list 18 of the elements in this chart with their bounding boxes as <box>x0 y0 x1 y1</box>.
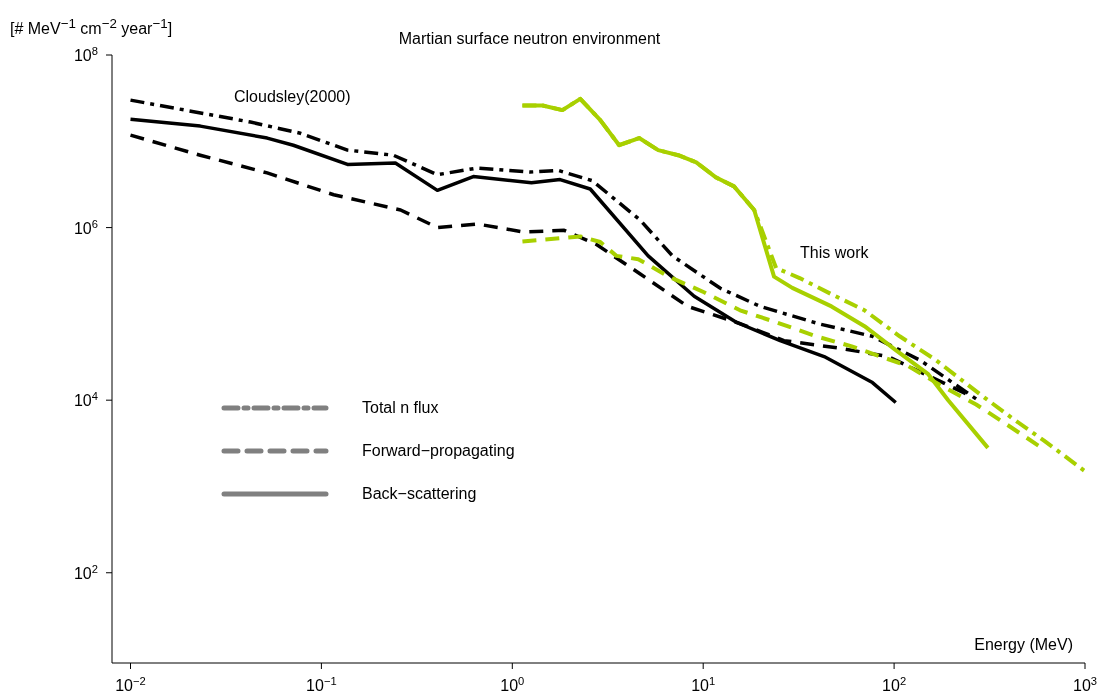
x-tick-label: 10$^{−1}$ <box>306 675 337 694</box>
y-tick-label: 10$^{2}$ <box>73 562 98 582</box>
chart-title: Martian surface neutron environment <box>398 30 661 47</box>
y-tick-label: 10$^{6}$ <box>73 217 98 237</box>
y-tick-label: 10$^{4}$ <box>73 390 98 410</box>
annotation: Forward−propagating <box>362 441 515 460</box>
annotation: Back−scattering <box>362 484 477 503</box>
annotation: Total n flux <box>362 398 439 417</box>
y-axis-title: [# MeV$^{−1}$ cm$^{−2}$ year$^{−1}$] <box>10 16 173 39</box>
x-tick-label: 10$^{0}$ <box>500 675 525 694</box>
annotation: This work <box>800 244 869 262</box>
x-tick-label: 10$^{2}$ <box>882 675 907 694</box>
x-axis-title: Energy (MeV) <box>974 636 1073 654</box>
annotation: Cloudsley(2000) <box>234 88 351 106</box>
x-tick-label: 10$^{1}$ <box>691 675 716 694</box>
x-tick-label: 10$^{−2}$ <box>115 675 146 694</box>
y-tick-label: 10$^{8}$ <box>73 45 98 64</box>
x-tick-label: 10$^{3}$ <box>1072 675 1098 694</box>
